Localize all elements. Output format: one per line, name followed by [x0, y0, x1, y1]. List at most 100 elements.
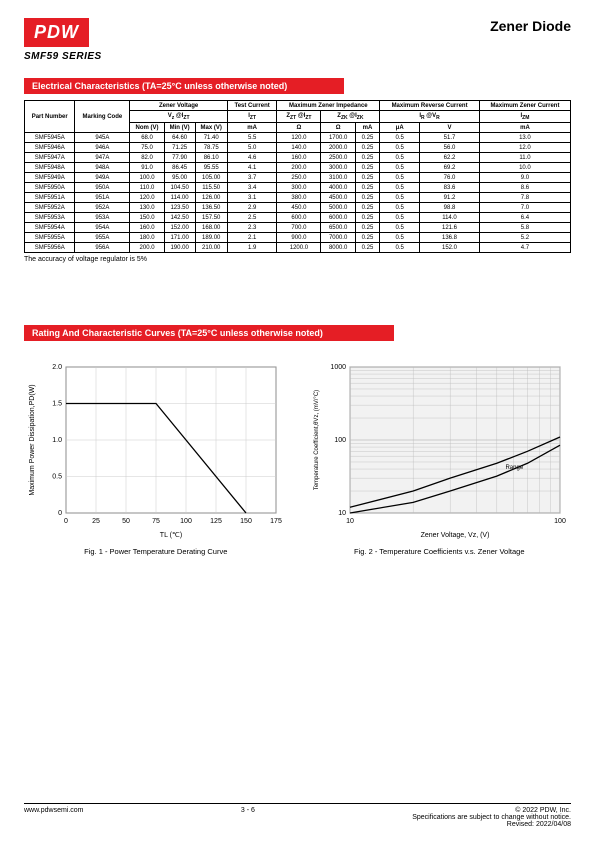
- col-ir: IR @VR: [380, 111, 480, 123]
- table-cell: 104.50: [164, 183, 195, 193]
- table-cell: 2.1: [227, 233, 276, 243]
- table-cell: 2.9: [227, 203, 276, 213]
- table-row: SMF5951A951A120.0114.00126.003.1380.0450…: [25, 193, 571, 203]
- svg-text:0: 0: [58, 510, 62, 517]
- table-cell: 450.0: [277, 203, 321, 213]
- table-cell: 86.10: [195, 153, 227, 163]
- col-zzk: ZZK @IZK: [321, 111, 380, 123]
- table-cell: 7000.0: [321, 233, 355, 243]
- footer: www.pdwsemi.com 3 - 6 © 2022 PDW, Inc. S…: [24, 803, 571, 828]
- svg-text:25: 25: [92, 518, 100, 525]
- table-cell: 68.0: [130, 133, 164, 143]
- table-cell: 380.0: [277, 193, 321, 203]
- table-cell: 0.5: [380, 163, 420, 173]
- table-cell: 126.00: [195, 193, 227, 203]
- table-cell: 210.00: [195, 243, 227, 253]
- table-row: SMF5945A945A68.064.6071.405.5120.01700.0…: [25, 133, 571, 143]
- table-cell: 3100.0: [321, 173, 355, 183]
- table-cell: 110.0: [130, 183, 164, 193]
- table-cell: 7.0: [479, 203, 570, 213]
- table-cell: 160.0: [130, 223, 164, 233]
- table-cell: 0.5: [380, 133, 420, 143]
- table-cell: 2.5: [227, 213, 276, 223]
- footer-revised: Revised: 2022/04/08: [412, 821, 571, 828]
- table-row: SMF5954A954A160.0152.00168.002.3700.0650…: [25, 223, 571, 233]
- svg-text:2.0: 2.0: [52, 364, 62, 371]
- table-cell: 190.00: [164, 243, 195, 253]
- table-cell: 51.7: [420, 133, 480, 143]
- col-izt: IZT: [227, 111, 276, 123]
- col-ma2: mA: [355, 123, 380, 133]
- table-cell: 160.0: [277, 153, 321, 163]
- table-cell: SMF5945A: [25, 133, 75, 143]
- svg-text:1.0: 1.0: [52, 437, 62, 444]
- table-cell: 5.8: [479, 223, 570, 233]
- table-cell: 0.25: [355, 153, 380, 163]
- table-cell: 0.25: [355, 183, 380, 193]
- section1-heading: Electrical Characteristics (TA=25°C unle…: [24, 78, 344, 94]
- table-cell: 0.5: [380, 223, 420, 233]
- table-row: SMF5952A952A130.0123.50136.502.9450.0500…: [25, 203, 571, 213]
- table-cell: 4.6: [227, 153, 276, 163]
- table-cell: 5.2: [479, 233, 570, 243]
- table-cell: 0.25: [355, 163, 380, 173]
- characteristics-table: Part Number Marking Code Zener Voltage T…: [24, 100, 571, 253]
- table-cell: 4500.0: [321, 193, 355, 203]
- table-cell: SMF5952A: [25, 203, 75, 213]
- page-title: Zener Diode: [490, 18, 571, 34]
- svg-text:Maximum Power Dissipation,PD(W: Maximum Power Dissipation,PD(W): [29, 385, 36, 496]
- svg-text:100: 100: [334, 437, 346, 444]
- chart1-caption: Fig. 1 - Power Temperature Derating Curv…: [24, 547, 288, 556]
- table-cell: SMF5951A: [25, 193, 75, 203]
- table-cell: 3.1: [227, 193, 276, 203]
- table-row: SMF5953A953A150.0142.50157.502.5600.0600…: [25, 213, 571, 223]
- svg-text:50: 50: [122, 518, 130, 525]
- table-cell: 83.6: [420, 183, 480, 193]
- table-cell: 200.0: [130, 243, 164, 253]
- table-cell: 152.00: [164, 223, 195, 233]
- col-vz: Vz @IZT: [130, 111, 228, 123]
- table-cell: 952A: [75, 203, 130, 213]
- svg-text:10: 10: [346, 518, 354, 525]
- table-cell: 86.45: [164, 163, 195, 173]
- table-cell: 6500.0: [321, 223, 355, 233]
- table-cell: 953A: [75, 213, 130, 223]
- table-cell: SMF5955A: [25, 233, 75, 243]
- table-cell: 6000.0: [321, 213, 355, 223]
- svg-text:Temperature Coefficient,θVz, (: Temperature Coefficient,θVz, (mV/°C): [314, 390, 320, 490]
- table-cell: 6.4: [479, 213, 570, 223]
- table-cell: SMF5956A: [25, 243, 75, 253]
- table-cell: 12.0: [479, 143, 570, 153]
- svg-text:125: 125: [210, 518, 222, 525]
- chart2: 10100101001000RangeZener Voltage, Vz, (V…: [308, 361, 572, 556]
- table-cell: 4.7: [479, 243, 570, 253]
- table-cell: 0.5: [380, 183, 420, 193]
- table-cell: 168.00: [195, 223, 227, 233]
- col-ohm1: Ω: [277, 123, 321, 133]
- col-izm: IZM: [479, 111, 570, 123]
- table-cell: 3.7: [227, 173, 276, 183]
- table-cell: 71.25: [164, 143, 195, 153]
- table-cell: 11.0: [479, 153, 570, 163]
- table-cell: SMF5954A: [25, 223, 75, 233]
- table-row: SMF5955A955A180.0171.00189.002.1900.0700…: [25, 233, 571, 243]
- table-cell: 75.0: [130, 143, 164, 153]
- table-cell: SMF5946A: [25, 143, 75, 153]
- table-cell: 900.0: [277, 233, 321, 243]
- table-cell: 150.0: [130, 213, 164, 223]
- table-cell: 1700.0: [321, 133, 355, 143]
- table-cell: 2000.0: [321, 143, 355, 153]
- table-cell: 3.4: [227, 183, 276, 193]
- table-cell: 0.25: [355, 223, 380, 233]
- footer-copyright: © 2022 PDW, Inc.: [412, 807, 571, 814]
- table-cell: 300.0: [277, 183, 321, 193]
- table-cell: 71.40: [195, 133, 227, 143]
- table-cell: 0.5: [380, 243, 420, 253]
- svg-text:TL (℃): TL (℃): [160, 532, 182, 539]
- table-cell: 0.25: [355, 133, 380, 143]
- table-cell: 954A: [75, 223, 130, 233]
- table-row: SMF5948A948A91.086.4595.554.1200.03000.0…: [25, 163, 571, 173]
- table-cell: 8.6: [479, 183, 570, 193]
- svg-text:0: 0: [64, 518, 68, 525]
- table-cell: 5000.0: [321, 203, 355, 213]
